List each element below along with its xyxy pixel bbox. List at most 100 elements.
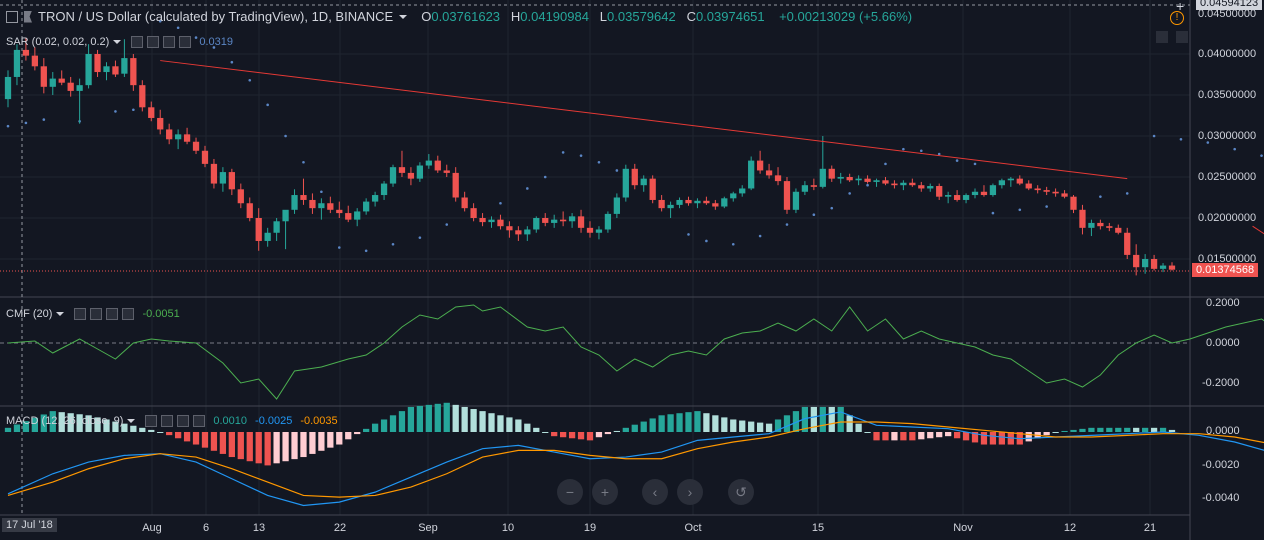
sar-dot <box>364 249 368 253</box>
macd-dropdown-icon[interactable] <box>127 419 136 423</box>
candle-body <box>730 193 737 199</box>
chart-settings-icon[interactable] <box>6 10 18 23</box>
candle-body <box>1034 188 1041 191</box>
macd-histogram-bar <box>873 432 880 441</box>
macd-histogram-bar <box>962 432 970 441</box>
candle-body <box>470 208 477 218</box>
candle-body <box>210 163 218 184</box>
macd-histogram-bar <box>918 432 925 440</box>
candle-body <box>389 167 397 184</box>
cmf-visibility-icon[interactable] <box>74 308 87 320</box>
candle-body <box>121 58 128 74</box>
sar-dot <box>1233 147 1236 151</box>
macd-histogram-bar <box>989 432 997 445</box>
trendline <box>1252 225 1264 235</box>
candle-body <box>998 180 1006 186</box>
candle-body <box>1115 227 1122 233</box>
candle-body <box>31 55 38 67</box>
candle-body <box>864 178 871 182</box>
candle-body <box>345 213 352 220</box>
macd-histogram-bar <box>1133 427 1140 432</box>
sar-close-icon[interactable] <box>179 36 192 48</box>
sar-add-icon[interactable] <box>163 36 176 48</box>
macd-histogram-bar <box>452 404 459 432</box>
macd-histogram-bar <box>470 409 477 432</box>
macd-histogram-bar <box>1079 428 1086 432</box>
symbol-title[interactable]: TRON / US Dollar (calculated by TradingV… <box>38 9 394 24</box>
candle-body <box>560 219 567 222</box>
sar-dot <box>445 223 449 226</box>
macd-add-icon[interactable] <box>177 415 190 427</box>
macd-histogram-bar <box>130 425 137 432</box>
macd-histogram-bar <box>1088 427 1095 432</box>
macd-histogram-bar <box>953 432 961 439</box>
candle-body <box>139 85 146 108</box>
candle-body <box>739 188 746 194</box>
time-axis-label: 6 <box>202 522 210 534</box>
macd-histogram-bar <box>255 432 262 464</box>
pane-collapse-icon[interactable] <box>1176 31 1188 43</box>
alert-icon[interactable]: ! <box>1170 11 1184 25</box>
time-axis-label: Aug <box>142 522 162 534</box>
macd-histogram-bar <box>488 413 495 432</box>
macd-histogram-bar <box>774 419 782 432</box>
candle-body <box>309 199 316 209</box>
macd-close-icon[interactable] <box>193 415 206 427</box>
candle-body <box>604 213 612 230</box>
candle-body <box>551 219 558 223</box>
candle-body <box>452 172 459 198</box>
macd-histogram-bar <box>1142 427 1149 432</box>
macd-histogram-bar <box>756 422 764 432</box>
scroll-left-icon[interactable]: ‹ <box>642 479 668 505</box>
macd-histogram-bar <box>76 414 83 432</box>
sar-dot <box>230 60 234 64</box>
candle-body <box>461 197 468 209</box>
symbol-dropdown-icon[interactable] <box>399 14 408 19</box>
sar-visibility-icon[interactable] <box>131 36 144 48</box>
sar-dot <box>937 152 941 156</box>
candle-body <box>649 178 656 200</box>
sar-dot <box>284 134 287 138</box>
crosshair-plus-icon[interactable]: + <box>1176 0 1185 14</box>
macd-axis-label: -0.0040 <box>1202 492 1240 504</box>
macd-histogram-bar <box>819 406 826 432</box>
macd-histogram-bar <box>622 427 629 432</box>
macd-visibility-icon[interactable] <box>145 415 158 427</box>
cmf-settings-icon[interactable] <box>90 308 103 320</box>
candle-body <box>756 160 764 171</box>
sar-settings-icon[interactable] <box>147 36 160 48</box>
candle-body <box>148 107 155 118</box>
reset-chart-icon[interactable]: ↺ <box>728 479 754 505</box>
macd-histogram-bar <box>846 415 853 432</box>
sar-dot <box>1179 137 1183 141</box>
candle-body <box>497 219 504 227</box>
sar-dropdown-icon[interactable] <box>113 40 122 44</box>
zoom-in-icon[interactable]: + <box>592 479 618 505</box>
zoom-out-icon[interactable]: − <box>557 479 583 505</box>
candle-body <box>1133 254 1140 268</box>
cmf-close-icon[interactable] <box>122 308 135 320</box>
macd-histogram-bar <box>810 406 817 432</box>
sar-dot <box>132 108 135 112</box>
cmf-add-icon[interactable] <box>106 308 119 320</box>
sar-dot <box>194 36 198 39</box>
sar-dot <box>1125 192 1129 195</box>
candle-body <box>667 204 674 209</box>
candle-body <box>318 203 325 209</box>
scroll-right-icon[interactable]: › <box>677 479 703 505</box>
macd-axis-label: -0.0020 <box>1202 459 1240 471</box>
macd-histogram-bar <box>1150 427 1158 432</box>
candle-body <box>416 165 424 179</box>
candle-body <box>398 167 406 173</box>
macd-histogram-bar <box>157 432 164 433</box>
sar-dot <box>543 175 547 179</box>
macd-signal-line <box>7 421 1264 498</box>
candle-body <box>801 185 809 192</box>
macd-settings-icon[interactable] <box>161 415 174 427</box>
candle-body <box>971 191 979 196</box>
pane-maximize-icon[interactable] <box>1156 31 1168 43</box>
candle-body <box>721 198 728 207</box>
candle-body <box>828 168 835 179</box>
cmf-dropdown-icon[interactable] <box>56 312 65 316</box>
macd-histogram-bar <box>4 427 12 432</box>
